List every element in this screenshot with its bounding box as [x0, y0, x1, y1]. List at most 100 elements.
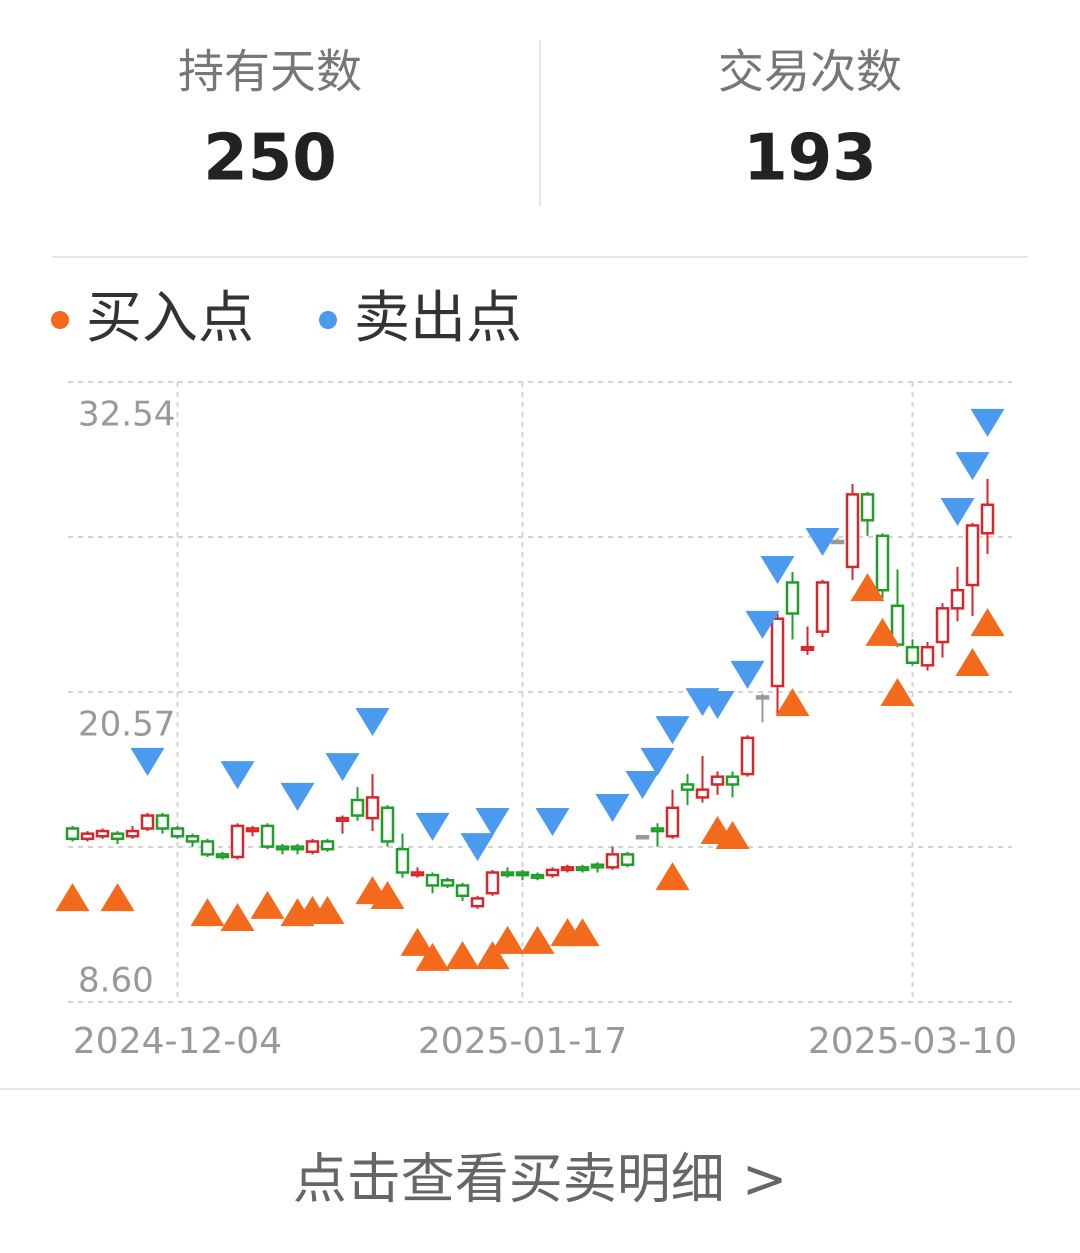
trade-marker: [445, 941, 480, 970]
trade-marker: [700, 690, 735, 719]
trade-marker: [370, 881, 405, 910]
candle-body: [650, 827, 665, 833]
candle-body: [335, 816, 350, 822]
candle-body: [65, 827, 80, 841]
trade-marker: [880, 678, 915, 706]
trade-marker: [415, 812, 450, 841]
trade-marker: [775, 688, 810, 717]
candle-body: [590, 863, 605, 869]
trade-marker: [220, 903, 255, 932]
y-tick-label: 8.60: [78, 961, 154, 1001]
candle-body: [545, 868, 560, 877]
trade-marker: [655, 716, 690, 745]
candle-body: [470, 897, 485, 908]
trade-marker: [100, 883, 135, 912]
candle-body: [380, 806, 395, 843]
candle-body: [800, 645, 815, 652]
trade-marker: [865, 617, 900, 646]
candle-body: [365, 796, 380, 820]
trade-marker: [190, 898, 225, 927]
trade-marker: [250, 890, 285, 919]
candle-body: [605, 853, 620, 869]
candle-body: [410, 871, 425, 877]
candle-body: [830, 539, 845, 545]
trade-marker: [970, 408, 1005, 437]
candle-body: [275, 845, 290, 851]
x-tick-label: 2025-01-17: [418, 1021, 627, 1062]
y-tick-label: 20.57: [78, 705, 175, 745]
candle-body: [695, 788, 710, 799]
trade-marker: [850, 573, 885, 602]
candle-body: [170, 827, 185, 838]
x-tick-label: 2024-12-04: [73, 1021, 282, 1062]
trade-marker: [970, 608, 1005, 637]
trade-marker: [565, 918, 600, 947]
trade-marker: [400, 927, 435, 956]
trade-marker: [310, 896, 345, 925]
trade-marker: [745, 610, 780, 639]
candle-body: [395, 847, 410, 874]
candle-body: [740, 736, 755, 776]
candle-body: [260, 824, 275, 848]
candle-body: [575, 866, 590, 872]
candle-body: [635, 835, 650, 840]
trade-marker: [520, 925, 555, 954]
candle-body: [710, 775, 725, 786]
trade-marker: [220, 761, 255, 790]
candle-body: [980, 503, 995, 535]
stat-label: 交易次数: [718, 45, 902, 99]
candle-body: [665, 806, 680, 838]
stat-label: 持有天数: [178, 45, 362, 99]
candle-body: [815, 581, 830, 633]
candle-body: [305, 840, 320, 854]
trade-marker: [490, 925, 525, 954]
candle-body: [455, 884, 470, 898]
legend-dot: [51, 311, 69, 329]
trade-marker: [460, 833, 495, 862]
candle-body: [755, 695, 770, 700]
plot: 8.60 20.57 32.54 2024-12-04 2025-01-17 2025-0…: [55, 381, 1017, 1062]
candle-body: [95, 829, 110, 838]
candle-body: [125, 829, 140, 838]
legend-label: 卖出点: [354, 286, 522, 351]
candle-body: [230, 824, 245, 859]
y-tick-label: 32.54: [78, 395, 175, 435]
candle-body: [860, 493, 875, 522]
trade-marker: [130, 747, 165, 776]
candle-body: [485, 871, 500, 895]
trade-marker: [955, 647, 990, 676]
candle-body: [620, 853, 635, 866]
trade-marker: [760, 556, 795, 585]
trade-marker: [625, 770, 660, 799]
trade-marker: [955, 452, 990, 481]
candle-body: [935, 607, 950, 644]
trade-marker: [55, 883, 90, 912]
trade-marker: [475, 808, 510, 837]
candle-body: [350, 798, 365, 817]
candle-body: [290, 845, 305, 851]
candle-body: [785, 581, 800, 615]
trade-marker: [805, 528, 840, 557]
legend-label: 买入点: [86, 286, 254, 351]
trade-marker: [415, 942, 450, 971]
candle-body: [875, 534, 890, 592]
candle-body: [920, 645, 935, 667]
candle-body: [905, 645, 920, 664]
candle-body: [770, 617, 785, 688]
x-tick-label: 2025-03-10: [808, 1021, 1017, 1062]
trade-marker: [280, 782, 315, 811]
candle-body: [110, 832, 125, 841]
details-button[interactable]: 点击查看买卖明细 >: [293, 1148, 787, 1211]
candle-body: [950, 588, 965, 610]
candle-body: [245, 827, 260, 833]
trade-marker: [475, 941, 510, 970]
candle-body: [155, 814, 170, 830]
candle-body: [320, 840, 335, 851]
candle-body: [680, 783, 695, 791]
candle-body: [515, 871, 530, 877]
trade-marker: [595, 794, 630, 823]
candle-body: [965, 524, 980, 587]
candle-body: [845, 493, 860, 569]
candle-body: [215, 853, 230, 859]
candle-body: [185, 835, 200, 843]
